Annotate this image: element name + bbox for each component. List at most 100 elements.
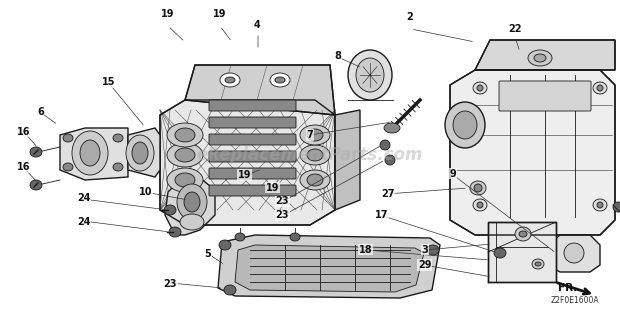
Ellipse shape xyxy=(348,50,392,100)
Text: 16: 16 xyxy=(17,127,30,137)
Text: 4: 4 xyxy=(254,20,260,30)
Ellipse shape xyxy=(534,54,546,62)
Ellipse shape xyxy=(300,170,330,190)
Ellipse shape xyxy=(63,134,73,142)
Ellipse shape xyxy=(235,233,245,241)
FancyBboxPatch shape xyxy=(209,100,296,111)
Ellipse shape xyxy=(532,259,544,269)
Polygon shape xyxy=(165,178,215,235)
Text: 19: 19 xyxy=(213,9,227,19)
Ellipse shape xyxy=(307,129,323,141)
Ellipse shape xyxy=(175,173,195,187)
Ellipse shape xyxy=(535,262,541,266)
FancyBboxPatch shape xyxy=(209,168,296,179)
Text: 6: 6 xyxy=(37,107,43,117)
Text: 3: 3 xyxy=(422,245,428,255)
Ellipse shape xyxy=(613,202,620,212)
FancyBboxPatch shape xyxy=(209,117,296,128)
Ellipse shape xyxy=(427,245,439,255)
Polygon shape xyxy=(475,40,615,70)
Ellipse shape xyxy=(307,174,323,186)
Text: 24: 24 xyxy=(77,193,91,203)
Text: 7: 7 xyxy=(307,130,313,140)
Ellipse shape xyxy=(275,77,285,83)
Ellipse shape xyxy=(30,180,42,190)
Text: 9: 9 xyxy=(450,169,456,179)
Ellipse shape xyxy=(384,123,400,133)
Ellipse shape xyxy=(113,134,123,142)
Text: 18: 18 xyxy=(359,245,373,255)
Ellipse shape xyxy=(307,149,323,161)
Ellipse shape xyxy=(177,184,207,220)
Polygon shape xyxy=(60,128,128,180)
Ellipse shape xyxy=(528,50,552,66)
Ellipse shape xyxy=(167,123,203,147)
Ellipse shape xyxy=(224,285,236,295)
Ellipse shape xyxy=(180,214,204,230)
Ellipse shape xyxy=(164,205,176,215)
Text: 8: 8 xyxy=(334,51,342,61)
Polygon shape xyxy=(218,235,440,298)
Ellipse shape xyxy=(445,102,485,148)
Ellipse shape xyxy=(126,135,154,171)
Polygon shape xyxy=(548,235,600,272)
Ellipse shape xyxy=(184,192,200,212)
Text: 27: 27 xyxy=(381,189,394,199)
Ellipse shape xyxy=(113,163,123,171)
FancyBboxPatch shape xyxy=(499,81,591,111)
Polygon shape xyxy=(235,245,424,292)
Polygon shape xyxy=(160,100,335,225)
Text: 2: 2 xyxy=(406,12,412,22)
Ellipse shape xyxy=(356,58,384,92)
Ellipse shape xyxy=(219,240,231,250)
Ellipse shape xyxy=(477,202,483,208)
Ellipse shape xyxy=(225,77,235,83)
Polygon shape xyxy=(185,65,335,115)
Text: 19: 19 xyxy=(161,9,174,19)
Text: Z2F0E1600A: Z2F0E1600A xyxy=(551,296,600,305)
Polygon shape xyxy=(335,110,360,210)
Ellipse shape xyxy=(175,128,195,142)
Ellipse shape xyxy=(593,82,607,94)
Ellipse shape xyxy=(63,163,73,171)
Ellipse shape xyxy=(380,140,390,150)
Polygon shape xyxy=(128,128,160,177)
FancyBboxPatch shape xyxy=(209,134,296,145)
Ellipse shape xyxy=(473,82,487,94)
Ellipse shape xyxy=(169,227,181,237)
Ellipse shape xyxy=(494,248,506,258)
Text: 23: 23 xyxy=(164,279,177,289)
Text: 10: 10 xyxy=(139,187,153,197)
Ellipse shape xyxy=(167,168,203,192)
Ellipse shape xyxy=(220,73,240,87)
Bar xyxy=(488,222,556,282)
Ellipse shape xyxy=(72,131,108,175)
FancyBboxPatch shape xyxy=(209,185,296,196)
Ellipse shape xyxy=(300,145,330,165)
Ellipse shape xyxy=(515,227,531,241)
Ellipse shape xyxy=(473,199,487,211)
Text: eReplacementParts.com: eReplacementParts.com xyxy=(197,146,423,164)
Text: 15: 15 xyxy=(102,77,115,87)
Ellipse shape xyxy=(385,155,395,165)
Text: 19: 19 xyxy=(266,183,280,193)
Text: 23: 23 xyxy=(275,210,289,220)
Ellipse shape xyxy=(474,184,482,192)
Ellipse shape xyxy=(597,202,603,208)
Ellipse shape xyxy=(290,233,300,241)
Text: 5: 5 xyxy=(205,249,211,259)
Ellipse shape xyxy=(477,85,483,91)
Ellipse shape xyxy=(519,231,527,237)
Text: FR.: FR. xyxy=(558,283,577,293)
Ellipse shape xyxy=(132,142,148,164)
Ellipse shape xyxy=(167,143,203,167)
FancyBboxPatch shape xyxy=(209,151,296,162)
Text: 19: 19 xyxy=(238,170,252,180)
Polygon shape xyxy=(450,70,615,235)
Text: 29: 29 xyxy=(418,260,432,270)
Ellipse shape xyxy=(300,125,330,145)
Ellipse shape xyxy=(80,140,100,166)
Ellipse shape xyxy=(30,147,42,157)
Ellipse shape xyxy=(597,85,603,91)
Text: 24: 24 xyxy=(77,217,91,227)
